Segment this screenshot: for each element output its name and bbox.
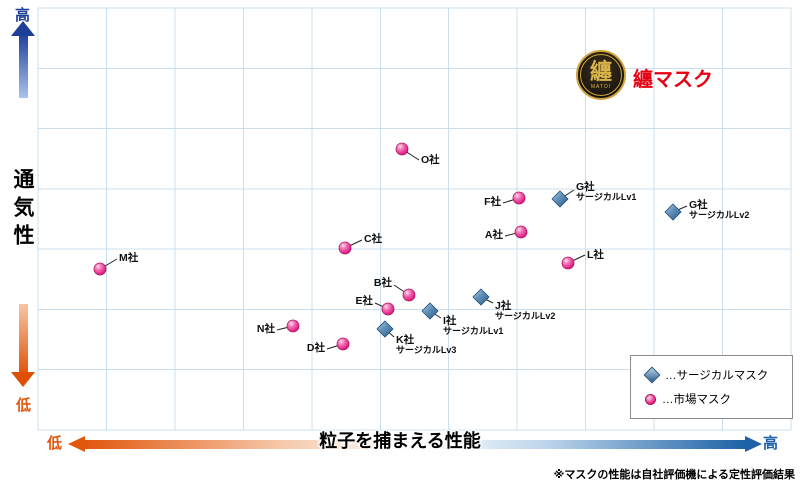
x-axis-title: 粒子を捕まえる性能 <box>319 431 481 451</box>
y-axis-up-arrow-icon <box>10 21 36 98</box>
market-mask-point <box>381 302 395 316</box>
surgical-mask-point <box>421 302 439 320</box>
brand-name: 纏マスク <box>633 69 713 91</box>
market-mask-point <box>336 337 350 351</box>
market-mask-point <box>514 225 528 239</box>
x-axis-arrow-bar <box>85 439 745 449</box>
data-points <box>93 142 682 351</box>
y-axis-down-arrow-icon <box>10 304 36 387</box>
footnote: ※マスクの性能は自社評価機による定性評価結果 <box>553 469 795 481</box>
matoi-logo: 纏 MATOI <box>576 50 626 100</box>
x-axis-right-arrowhead-icon <box>745 436 762 452</box>
legend-surgical-label: …サージカルマスク <box>665 370 769 382</box>
market-mask-point <box>286 319 300 333</box>
market-mask-point <box>395 142 409 156</box>
y-axis-low-label: 低 <box>16 397 32 414</box>
legend-row-surgical: …サージカルマスク <box>643 366 792 384</box>
surgical-mask-point <box>551 190 569 208</box>
grid-lines <box>37 7 792 431</box>
market-mask-point <box>93 262 107 276</box>
legend-box: …サージカルマスク …市場マスク <box>630 355 793 419</box>
legend-market-label: …市場マスク <box>662 394 731 406</box>
market-mask-point <box>512 191 526 205</box>
surgical-mask-point <box>664 203 682 221</box>
matoi-logo-subtext: MATOI <box>590 83 612 90</box>
legend-row-market: …市場マスク <box>644 391 792 407</box>
x-axis-low-label: 低 <box>47 435 63 452</box>
matoi-logo-glyph: 纏 <box>589 58 612 84</box>
surgical-mask-point <box>376 320 394 338</box>
x-axis-arrow-icon <box>68 436 762 452</box>
surgical-mask-marker-icon <box>643 366 661 384</box>
market-mask-point <box>338 241 352 255</box>
y-axis-title: 通気性 <box>11 168 34 252</box>
x-axis-left-arrowhead-icon <box>68 436 85 452</box>
market-mask-marker-icon <box>645 393 656 405</box>
market-mask-point <box>402 288 416 302</box>
x-axis-high-label: 高 <box>763 435 779 452</box>
surgical-mask-point <box>472 288 490 306</box>
market-mask-point <box>561 256 575 270</box>
matoi-logo-inner-ring: 纏 MATOI <box>580 54 622 96</box>
y-axis-high-label: 高 <box>15 7 31 24</box>
